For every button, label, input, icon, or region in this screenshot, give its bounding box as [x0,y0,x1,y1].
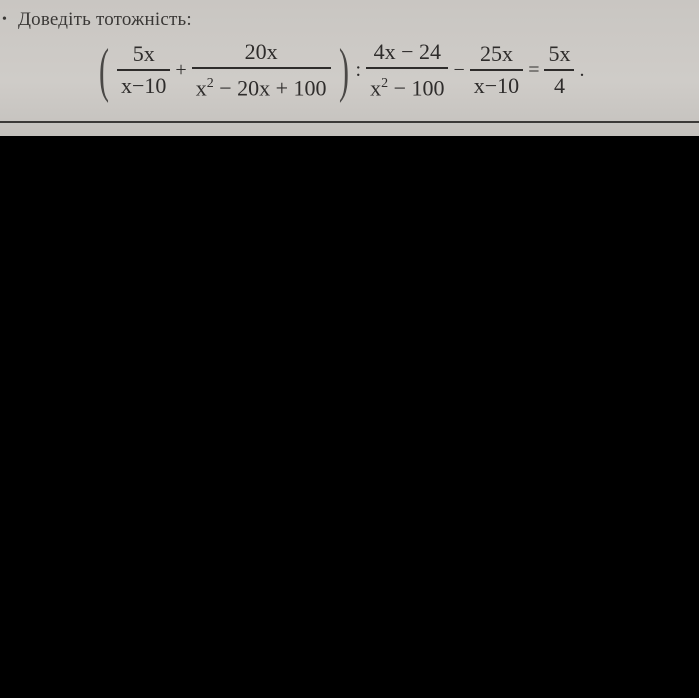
fraction-1-numerator: 5x [132,41,155,67]
fraction-5: 5x 4 [544,39,575,101]
fraction-2: 20x x2 − 20x + 100 [191,37,331,103]
fraction-bar [191,67,331,69]
fraction-4-numerator: 25x [479,41,513,67]
fraction-3-numerator: 4x − 24 [373,39,441,65]
fraction-4: 25x x−10 [469,39,524,101]
fraction-bar [544,69,575,71]
equals-sign: = [528,58,540,81]
den-base: x [195,74,207,100]
fraction-1: 5x x−10 [116,39,171,101]
fraction-3-denominator: x2 − 100 [366,69,448,103]
period: . [579,58,585,81]
fraction-4-denominator: x−10 [473,72,520,98]
textbook-page: • Доведіть тотожність: ( 5x x−10 + 20x x… [0,0,699,136]
fraction-bar [116,69,171,71]
fraction-2-denominator: x2 − 20x + 100 [192,69,331,103]
bullet-mark: • [2,12,7,27]
minus-sign: − [453,58,465,81]
fraction-bar [469,69,524,71]
den-exponent: 2 [206,75,214,91]
fraction-1-denominator: x−10 [120,72,167,98]
identity-formula: ( 5x x−10 + 20x x2 − 20x + 100 ) : 4x − … [94,34,586,106]
task-title: Доведіть тотожність: [18,9,192,30]
den-rest: − 100 [388,74,445,100]
fraction-5-numerator: 5x [548,41,571,67]
fraction-5-denominator: 4 [553,72,565,98]
open-paren: ( [98,37,109,103]
fraction-bar [366,67,449,69]
fraction-2-numerator: 20x [244,39,278,65]
plus-sign: + [175,58,187,81]
close-paren: ) [338,37,349,103]
den-rest: − 20x + 100 [213,74,327,100]
den-base: x [370,74,382,100]
divider-line [0,121,699,123]
fraction-3: 4x − 24 x2 − 100 [366,37,449,103]
den-exponent: 2 [381,75,389,91]
divide-sign: : [355,58,362,81]
